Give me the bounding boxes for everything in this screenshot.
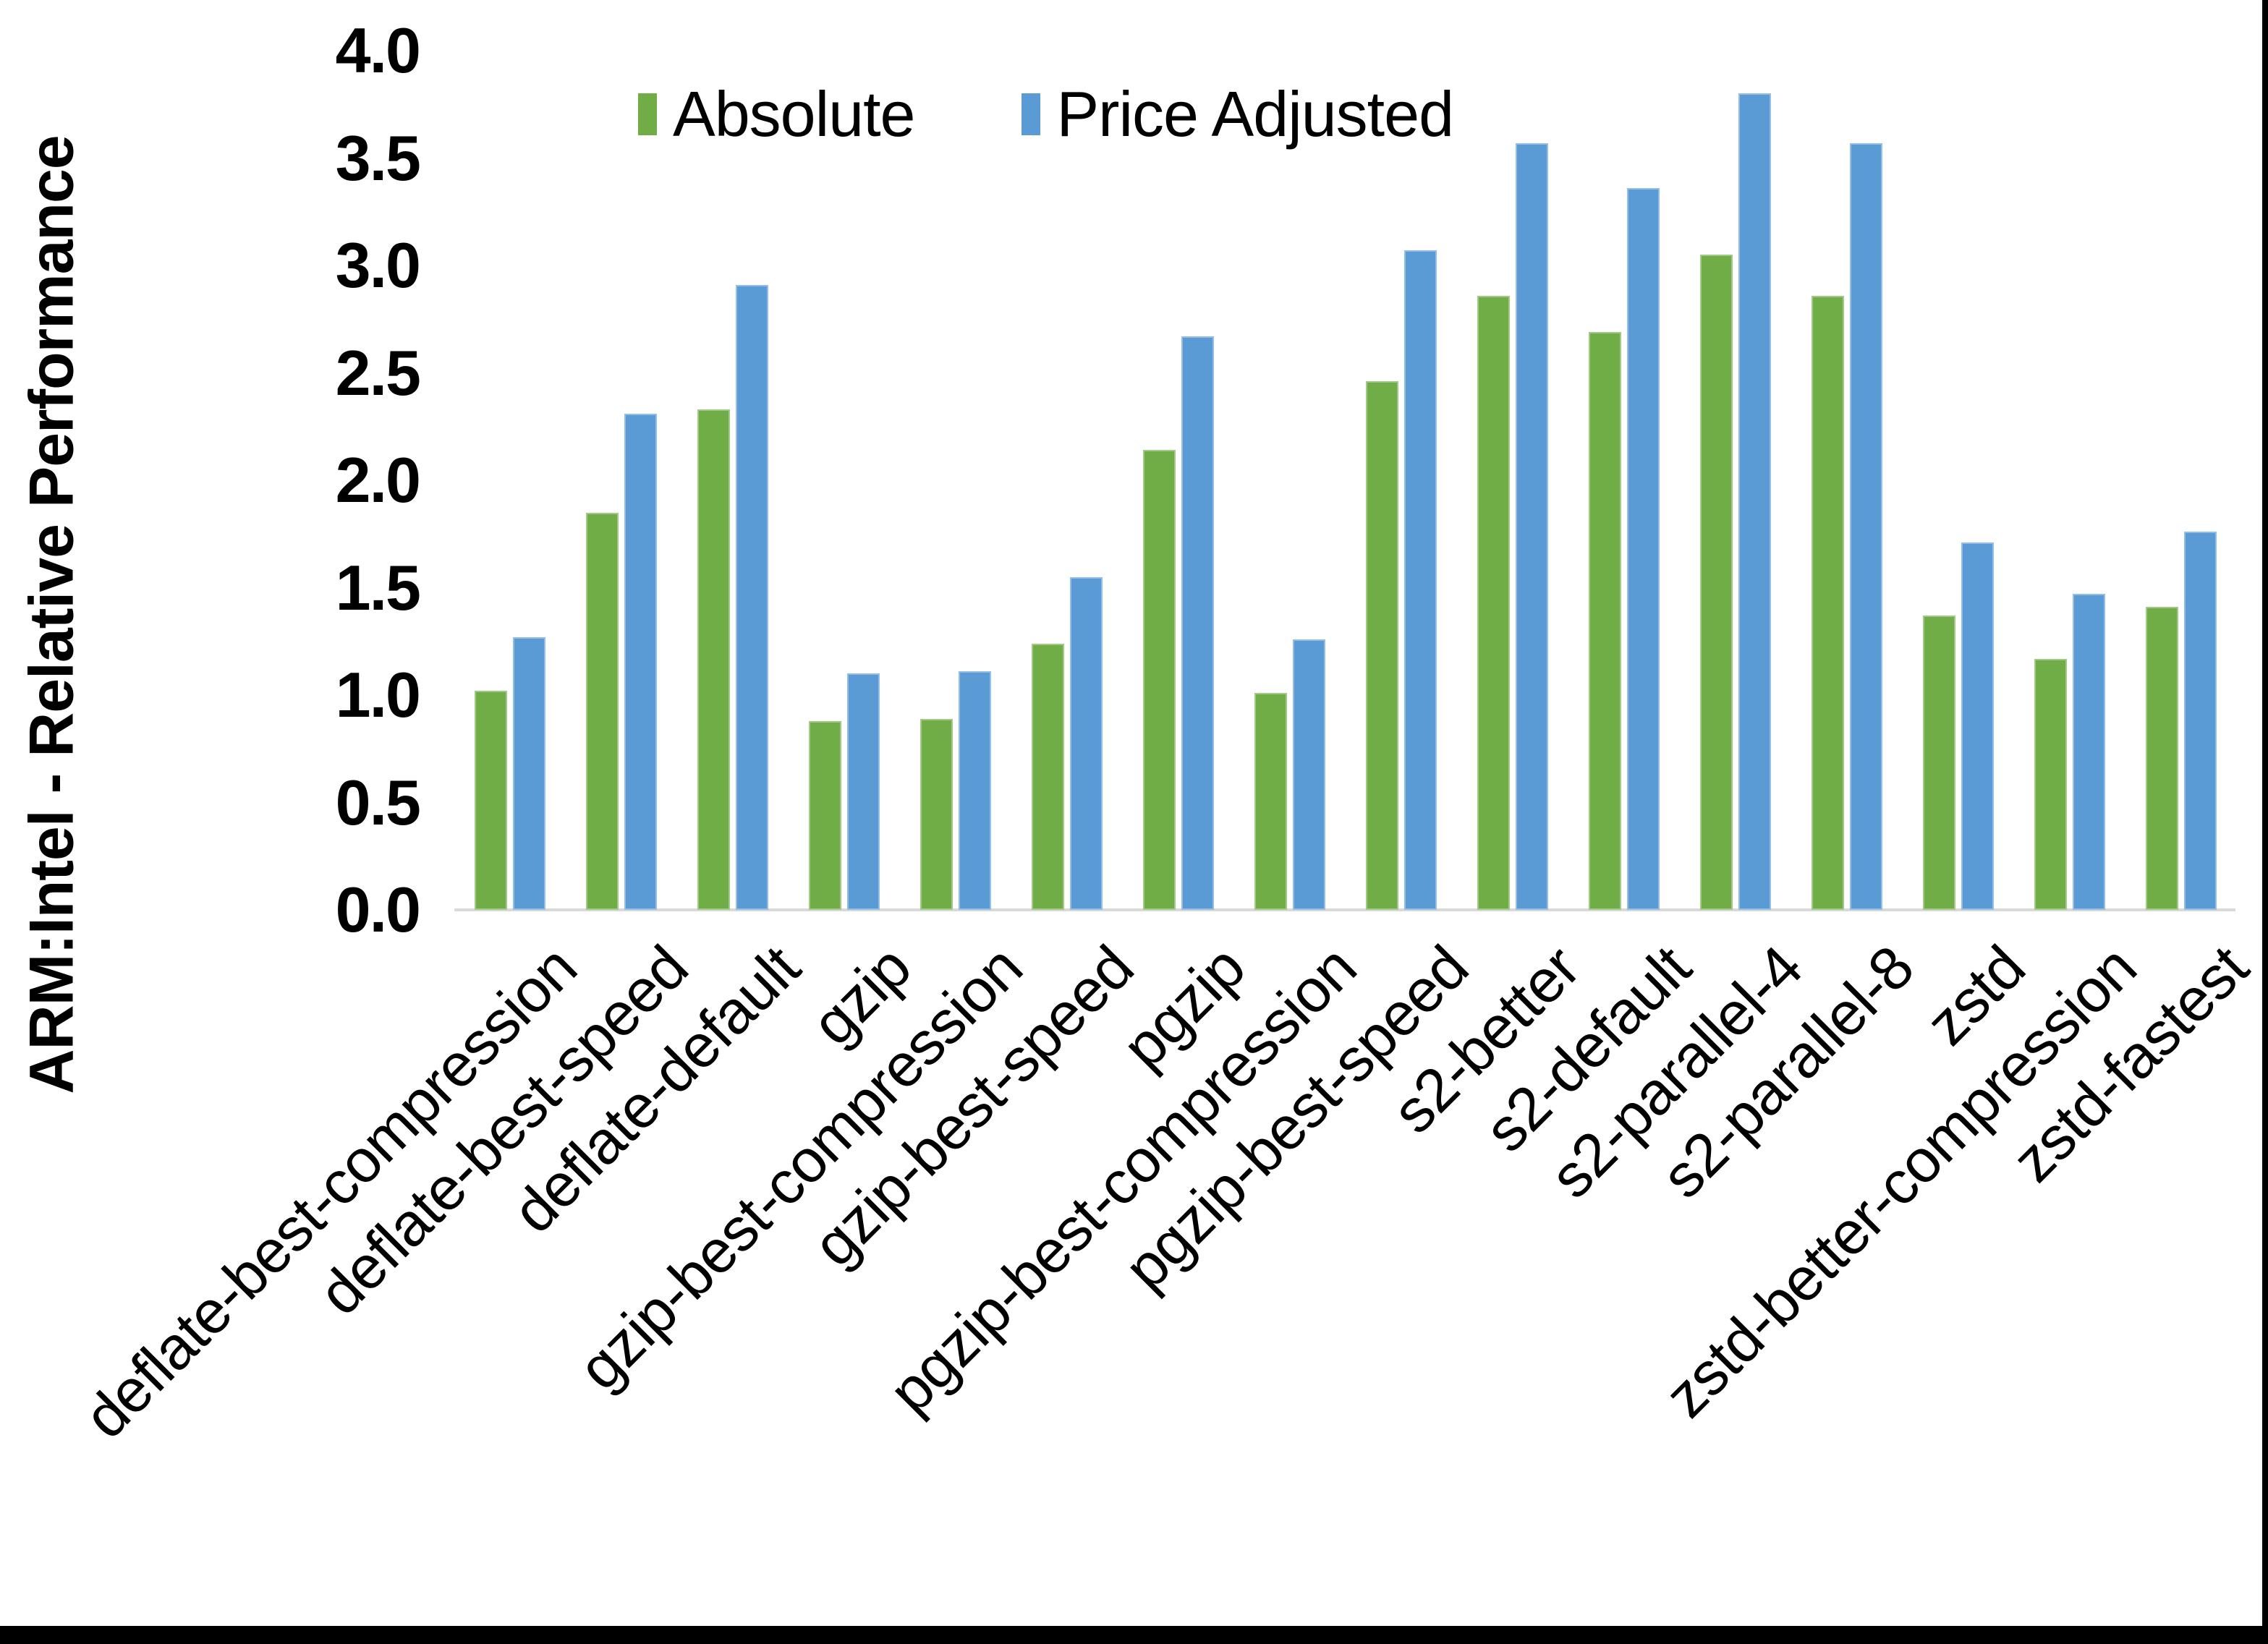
- bar-price-adjusted-gzip-best-speed: [1070, 577, 1103, 910]
- bar-absolute-pgzip: [1143, 450, 1176, 910]
- y-tick-label: 0.0: [335, 874, 421, 945]
- bar-price-adjusted-s2-default: [1627, 188, 1660, 910]
- bar-price-adjusted-zstd-fastest: [2184, 532, 2217, 910]
- legend-label-absolute: Absolute: [673, 78, 915, 150]
- bar-absolute-s2-better: [1477, 296, 1510, 910]
- bar-price-adjusted-pgzip: [1181, 336, 1214, 910]
- bar-absolute-zstd-better-compression: [2034, 659, 2067, 910]
- bar-price-adjusted-deflate-best-compression: [513, 637, 545, 910]
- y-tick-label: 1.0: [335, 659, 421, 731]
- bar-price-adjusted-zstd-better-compression: [2073, 594, 2105, 910]
- image-frame-bottom-edge: [0, 1626, 2268, 1644]
- bar-absolute-gzip-best-speed: [1032, 644, 1064, 910]
- y-tick-label: 2.0: [335, 444, 421, 516]
- bar-price-adjusted-gzip-best-compression: [959, 671, 991, 910]
- bar-absolute-deflate-best-speed: [586, 513, 619, 910]
- bar-price-adjusted-s2-better: [1516, 143, 1548, 910]
- bar-absolute-pgzip-best-compression: [1254, 693, 1287, 910]
- bar-absolute-gzip: [809, 721, 841, 910]
- y-tick-label: 1.5: [335, 551, 421, 623]
- y-tick-label: 4.0: [335, 14, 421, 86]
- bar-absolute-s2-parallel-8: [1812, 296, 1844, 910]
- bar-price-adjusted-zstd: [1961, 542, 1994, 910]
- legend-label-price-adjusted: Price Adjusted: [1056, 78, 1454, 150]
- legend: Absolute Price Adjusted: [638, 78, 1454, 150]
- legend-item-absolute: Absolute: [638, 78, 915, 150]
- bar-absolute-deflate-best-compression: [475, 691, 507, 910]
- bar-price-adjusted-pgzip-best-compression: [1293, 639, 1325, 910]
- bar-absolute-zstd: [1923, 616, 1955, 910]
- bar-absolute-zstd-fastest: [2146, 607, 2178, 910]
- legend-swatch-absolute-icon: [638, 93, 657, 135]
- bar-price-adjusted-s2-parallel-8: [1850, 143, 1882, 910]
- y-tick-label: 2.5: [335, 336, 421, 409]
- legend-item-price-adjusted: Price Adjusted: [1022, 78, 1454, 150]
- x-axis-line: [454, 908, 2235, 911]
- bar-absolute-s2-parallel-4: [1700, 255, 1733, 910]
- y-tick-label: 0.5: [335, 766, 421, 838]
- bar-absolute-gzip-best-compression: [920, 719, 953, 910]
- bar-price-adjusted-deflate-default: [736, 285, 768, 910]
- y-tick-label: 3.5: [335, 122, 421, 194]
- bar-price-adjusted-s2-parallel-4: [1738, 93, 1771, 910]
- bar-price-adjusted-pgzip-best-speed: [1404, 250, 1437, 910]
- y-tick-label: 3.0: [335, 229, 421, 301]
- bar-price-adjusted-gzip: [847, 673, 880, 910]
- bar-absolute-deflate-default: [697, 409, 730, 910]
- legend-swatch-price-adjusted-icon: [1022, 93, 1041, 135]
- bar-price-adjusted-deflate-best-speed: [624, 414, 657, 910]
- bar-absolute-s2-default: [1589, 332, 1621, 910]
- image-frame-right-edge: [2262, 0, 2268, 1644]
- bar-absolute-pgzip-best-speed: [1366, 381, 1398, 910]
